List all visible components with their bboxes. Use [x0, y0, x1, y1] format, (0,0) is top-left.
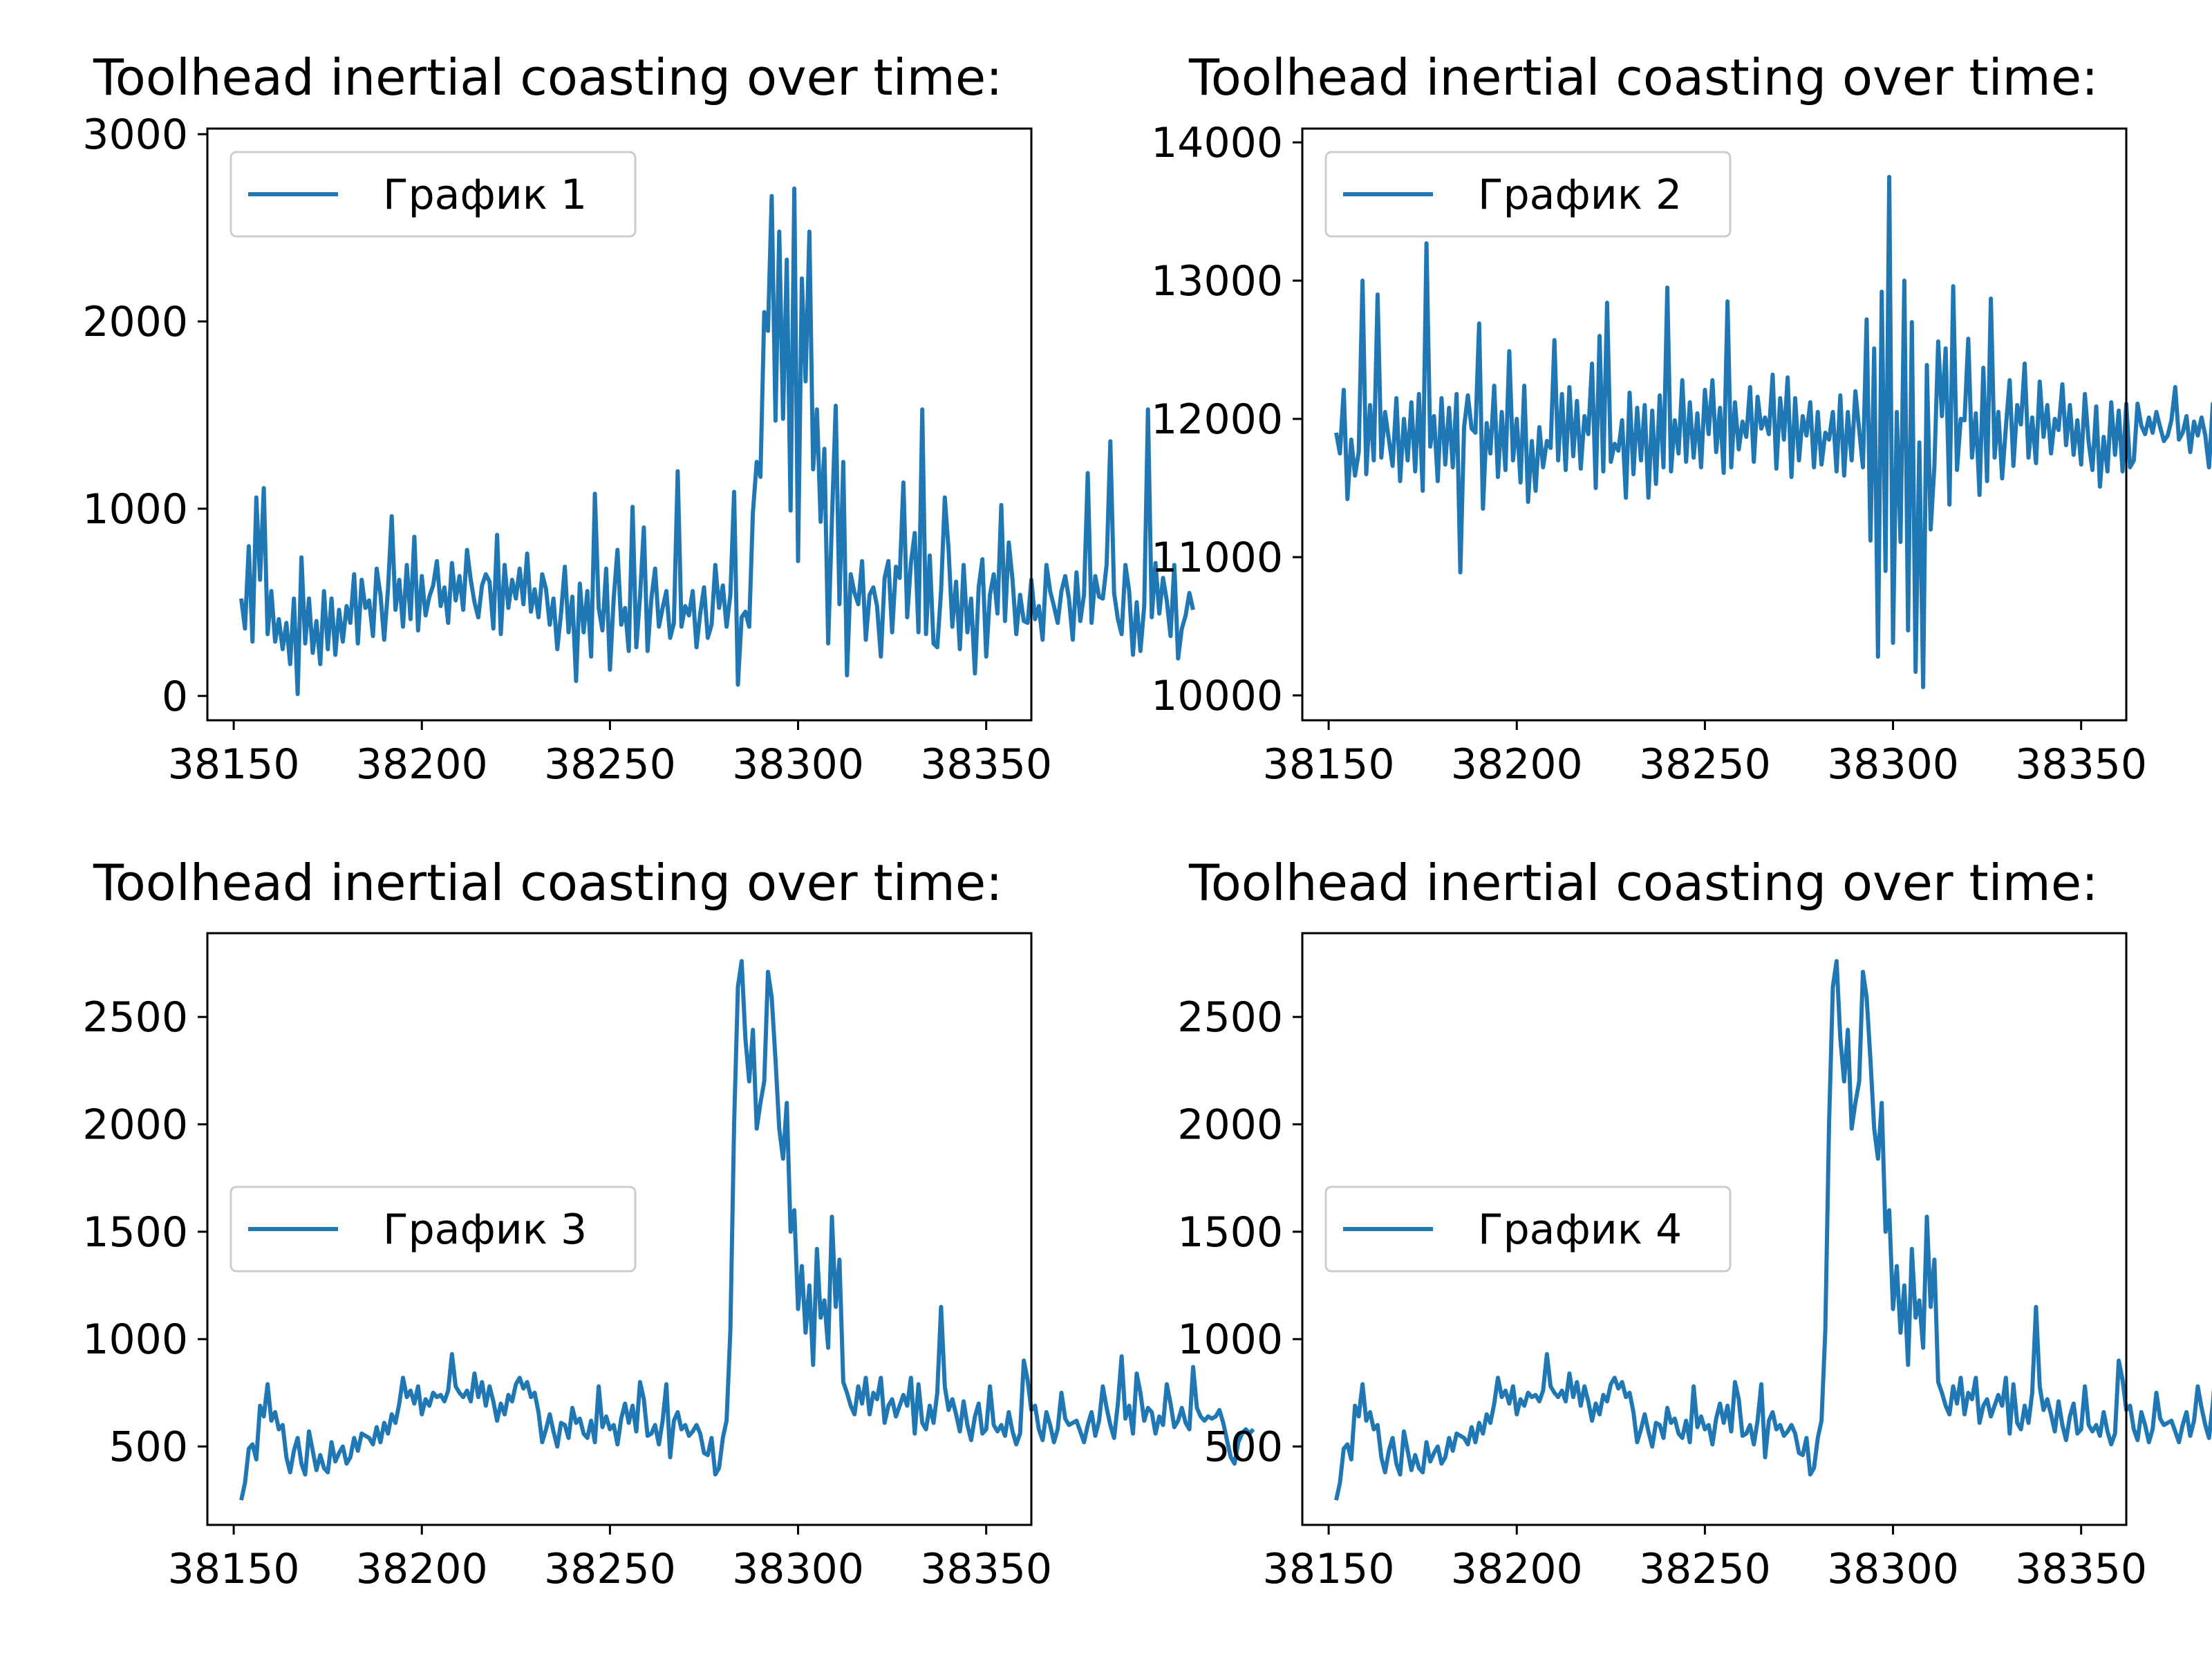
legend-box — [1324, 151, 1732, 238]
legend-label: График 2 — [1478, 171, 1682, 219]
axes-frame — [206, 932, 1033, 1526]
x-tick-label: 38200 — [1451, 1545, 1583, 1593]
y-tick-label: 1000 — [82, 1315, 188, 1364]
x-tick-label: 38300 — [732, 1545, 864, 1593]
legend-label: График 4 — [1478, 1206, 1682, 1254]
y-tick-label: 500 — [1203, 1423, 1283, 1472]
x-tick-label: 38250 — [544, 740, 676, 789]
series-line — [1334, 959, 2212, 1501]
subplot-2: Toolhead inertial coasting over time: 381… — [1151, 48, 2212, 789]
x-tick-label: 38200 — [1451, 740, 1583, 789]
legend-label: График 1 — [383, 171, 587, 219]
x-tick-label: 38300 — [732, 740, 864, 789]
x-tick-label: 38250 — [1639, 740, 1771, 789]
legend: График 2 — [1324, 151, 1732, 238]
y-tick-label: 1000 — [1177, 1315, 1283, 1364]
y-tick-label: 1000 — [82, 485, 188, 534]
legend: График 4 — [1324, 1185, 1732, 1273]
x-tick-label: 38150 — [1263, 740, 1395, 789]
y-tick-label: 10000 — [1151, 672, 1283, 720]
legend: График 1 — [229, 151, 637, 238]
x-tick-label: 38200 — [356, 740, 488, 789]
x-tick-label: 38300 — [1827, 740, 1959, 789]
y-tick-label: 2000 — [1177, 1101, 1283, 1150]
x-tick-label: 38350 — [920, 1545, 1052, 1593]
y-tick-label: 2000 — [82, 298, 188, 346]
legend-box — [229, 1185, 637, 1273]
y-tick-label: 13000 — [1151, 257, 1283, 306]
subplot-1: Toolhead inertial coasting over time: 381… — [82, 48, 1195, 789]
subplot-title: Toolhead inertial coasting over time: — [93, 48, 1002, 106]
x-tick-label: 38350 — [920, 740, 1052, 789]
subplot-title: Toolhead inertial coasting over time: — [1188, 48, 2098, 106]
y-tick-label: 12000 — [1151, 395, 1283, 444]
y-tick-label: 2500 — [1177, 993, 1283, 1042]
x-tick-label: 38150 — [168, 740, 300, 789]
x-tick-label: 38350 — [2015, 740, 2147, 789]
x-tick-label: 38350 — [2015, 1545, 2147, 1593]
series-line — [239, 186, 1195, 697]
y-tick-label: 11000 — [1151, 534, 1283, 582]
legend: График 3 — [229, 1185, 637, 1273]
x-tick-label: 38300 — [1827, 1545, 1959, 1593]
subplot-title: Toolhead inertial coasting over time: — [1188, 854, 2098, 912]
y-tick-label: 2500 — [82, 993, 188, 1042]
axes-frame — [1301, 932, 2128, 1526]
axes-frame — [1301, 127, 2128, 722]
x-tick-label: 38250 — [1639, 1545, 1771, 1593]
y-tick-label: 14000 — [1151, 119, 1283, 167]
x-tick-label: 38250 — [544, 1545, 676, 1593]
y-tick-label: 500 — [109, 1423, 188, 1472]
y-tick-label: 2000 — [82, 1101, 188, 1150]
legend-label: График 3 — [383, 1206, 587, 1254]
y-tick-label: 1500 — [82, 1208, 188, 1257]
legend-box — [229, 151, 637, 238]
subplot-4: Toolhead inertial coasting over time: 381… — [1177, 854, 2212, 1593]
axes-frame — [206, 127, 1033, 722]
y-tick-label: 3000 — [82, 111, 188, 159]
subplot-title: Toolhead inertial coasting over time: — [93, 854, 1002, 912]
x-tick-label: 38150 — [168, 1545, 300, 1593]
series-line — [1334, 175, 2212, 689]
legend-box — [1324, 1185, 1732, 1273]
y-tick-label: 1500 — [1177, 1208, 1283, 1257]
subplot-3: Toolhead inertial coasting over time: 381… — [82, 854, 1255, 1593]
y-tick-label: 0 — [162, 673, 188, 721]
x-tick-label: 38200 — [356, 1545, 488, 1593]
series-line — [239, 959, 1255, 1501]
x-tick-label: 38150 — [1263, 1545, 1395, 1593]
